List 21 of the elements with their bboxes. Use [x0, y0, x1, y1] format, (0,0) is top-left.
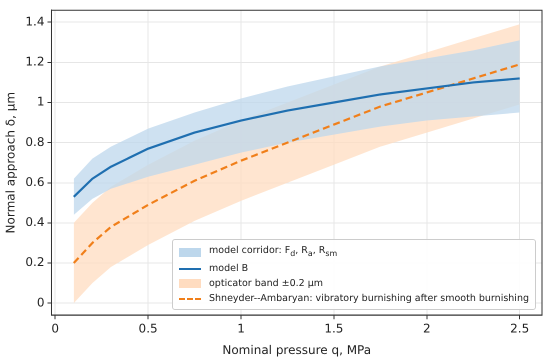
legend-label: Shneyder--Ambaryan: vibratory burnishing after smooth burnishing: [209, 292, 529, 306]
y-tick-label: 0.6: [25, 174, 44, 189]
legend-label: opticator band ±0.2 μm: [209, 277, 324, 291]
x-tick-label: 0: [51, 322, 60, 336]
y-tick-label: 1: [36, 94, 44, 109]
legend-label: model B: [209, 262, 248, 276]
legend-label: model corridor: F$_{d}$, R$_{a}$, R$_{sm}$: [209, 244, 338, 260]
x-tick-label: 0.5: [138, 322, 158, 336]
y-tick-label: 0.4: [25, 215, 44, 230]
y-tick-label: 0.8: [25, 134, 44, 149]
x-tick-label: 1.5: [324, 322, 344, 336]
y-axis-title: Normal approach δ, μm: [3, 92, 18, 234]
x-tick-label: 2: [422, 322, 431, 336]
y-tick-label: 1.4: [25, 14, 44, 28]
x-tick-label: 2.5: [510, 322, 530, 336]
y-tick-label: 1.2: [25, 54, 44, 68]
x-axis-title: Nominal pressure q, MPa: [222, 342, 372, 357]
x-tick-label: 1: [237, 322, 245, 336]
y-tick-label: 0: [36, 295, 44, 310]
y-tick-label: 0.2: [25, 255, 44, 270]
line-series: [72, 63, 521, 264]
